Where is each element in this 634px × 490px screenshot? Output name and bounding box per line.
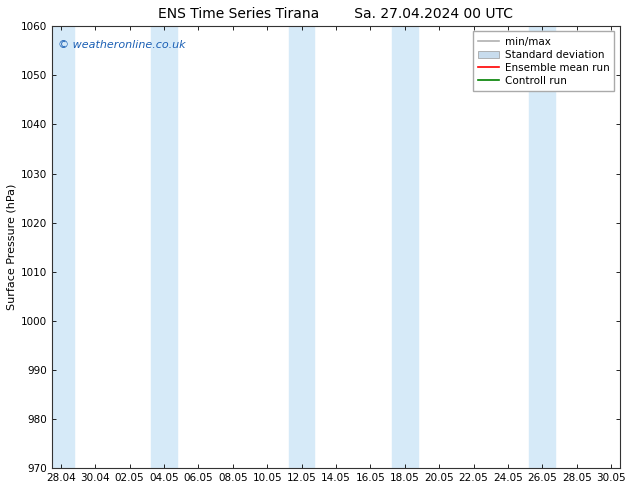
- Bar: [392, 26, 418, 468]
- Bar: [288, 26, 314, 468]
- Title: ENS Time Series Tirana        Sa. 27.04.2024 00 UTC: ENS Time Series Tirana Sa. 27.04.2024 00…: [158, 7, 514, 21]
- Bar: [48, 26, 74, 468]
- Legend: min/max, Standard deviation, Ensemble mean run, Controll run: min/max, Standard deviation, Ensemble me…: [473, 31, 614, 91]
- Text: © weatheronline.co.uk: © weatheronline.co.uk: [58, 40, 186, 49]
- Bar: [529, 26, 555, 468]
- Y-axis label: Surface Pressure (hPa): Surface Pressure (hPa): [7, 184, 17, 311]
- Bar: [151, 26, 177, 468]
